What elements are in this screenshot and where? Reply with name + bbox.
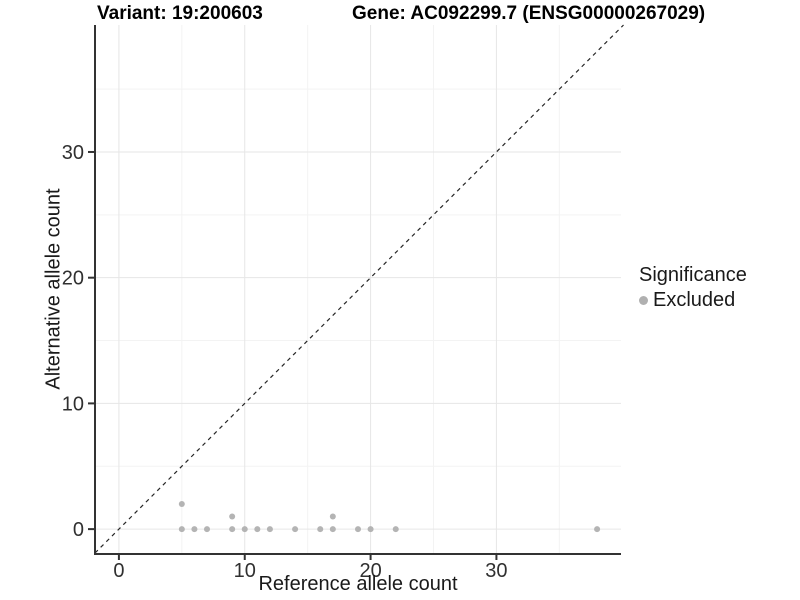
data-point (203, 526, 210, 533)
plot-panel: 0 10 20 30 0 10 20 30 (62, 24, 624, 582)
y-tick-label: 30 (62, 142, 84, 164)
data-point (292, 526, 299, 533)
identity-line (94, 24, 624, 554)
legend-item-excluded: Excluded (639, 288, 747, 312)
gene-title: Gene: AC092299.7 (ENSG00000267029) (352, 3, 706, 24)
x-tick-label: 0 (113, 560, 124, 582)
excluded-point-swatch (639, 295, 648, 305)
y-tick-label: 20 (62, 268, 84, 290)
data-point (594, 526, 601, 533)
y-tick-label: 10 (62, 393, 84, 415)
y-axis-title: Alternative allele count (42, 188, 65, 390)
data-point (229, 526, 236, 533)
data-point (241, 526, 248, 533)
legend-title: Significance (639, 264, 747, 286)
data-point (178, 500, 185, 507)
data-point (329, 526, 336, 533)
x-tick-label: 10 (234, 560, 256, 582)
x-axis-title: Reference allele count (258, 573, 458, 595)
data-point (317, 526, 324, 533)
y-tick-label: 0 (73, 519, 84, 541)
data-point (392, 526, 399, 533)
data-point (367, 526, 374, 533)
legend: Significance Excluded (639, 263, 747, 312)
data-point (229, 513, 236, 520)
x-tick-label: 30 (485, 560, 507, 582)
legend-item-label: Excluded (653, 289, 736, 311)
data-point (329, 513, 336, 520)
data-point (355, 526, 361, 533)
variant-title: Variant: 19:200603 (97, 3, 263, 24)
x-tick-label: 20 (359, 560, 381, 582)
data-point (266, 526, 273, 533)
data-point (191, 526, 198, 533)
data-point (254, 526, 261, 533)
data-point (178, 526, 185, 533)
